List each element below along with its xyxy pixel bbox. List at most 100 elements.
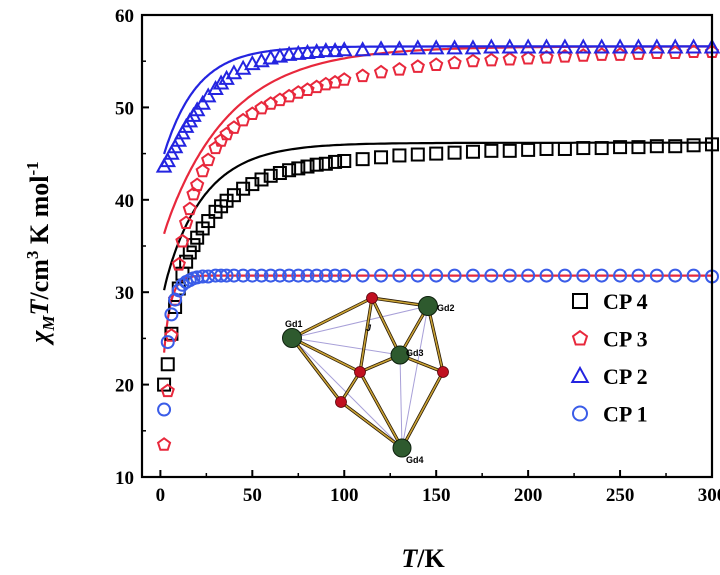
data-point	[429, 146, 444, 161]
data-point	[391, 40, 408, 56]
data-point	[613, 268, 628, 283]
y-axis-t: T	[25, 298, 54, 315]
data-point	[300, 159, 315, 174]
axes: 0 50 100 150 200 250 300 10 20 30 40 50 60	[115, 6, 720, 506]
legend-label: CP 2	[603, 364, 648, 389]
data-point	[236, 268, 251, 283]
data-point	[502, 51, 517, 66]
data-point	[666, 38, 684, 54]
data-point	[648, 38, 666, 54]
gd3-atom	[390, 345, 410, 365]
data-point	[668, 139, 683, 154]
data-point	[410, 147, 425, 162]
y-axis-sup-minus1: -1	[23, 161, 42, 175]
data-point	[519, 38, 537, 54]
data-point	[464, 39, 482, 55]
data-point	[254, 172, 269, 187]
data-point	[160, 383, 175, 398]
data-point	[630, 38, 647, 54]
data-point	[594, 268, 609, 283]
data-point	[576, 268, 591, 283]
data-point	[245, 177, 260, 192]
oxygen-atoms	[335, 292, 449, 408]
data-point	[335, 41, 353, 57]
x-tick-label: 200	[514, 485, 543, 506]
fit-curve-cp-4	[163, 141, 712, 291]
data-point	[427, 39, 445, 55]
legend-marker	[571, 329, 589, 346]
data-point	[374, 150, 389, 165]
data-point	[447, 55, 462, 70]
legend-item-cp-3: CP 3	[571, 327, 648, 352]
fit-curve-cp-1	[163, 274, 712, 353]
data-point	[686, 138, 701, 153]
data-point	[337, 153, 352, 168]
data-point	[194, 94, 211, 110]
data-point	[160, 357, 175, 372]
x-tick-label: 250	[606, 485, 635, 506]
data-point	[157, 402, 172, 417]
y-tick-label: 20	[115, 376, 134, 397]
legend-item-cp-4: CP 4	[572, 289, 648, 314]
legend-item-cp-2: CP 2	[570, 364, 648, 389]
data-point	[263, 168, 278, 183]
data-point	[410, 59, 425, 73]
data-point	[447, 268, 462, 283]
data-point	[631, 268, 646, 283]
data-point	[317, 42, 335, 58]
y-axis-unit: /cm	[25, 259, 54, 301]
data-point	[160, 335, 175, 350]
data-point	[272, 268, 287, 283]
series-cp-1	[157, 268, 719, 417]
y-axis-chi: χ	[25, 330, 54, 346]
gd4-cluster-inset: Gd1 Gd2 Gd3 Gd4 J	[282, 292, 455, 465]
data-point	[594, 141, 609, 156]
data-point	[465, 268, 480, 283]
gd-atoms	[282, 296, 438, 458]
data-point	[668, 268, 683, 283]
series-cp-3	[156, 44, 720, 451]
x-tick-label: 0	[156, 485, 166, 506]
data-point	[254, 268, 269, 283]
data-point	[392, 61, 407, 76]
data-point	[318, 156, 333, 171]
data-point	[484, 52, 499, 67]
data-point	[164, 328, 179, 342]
data-point	[539, 49, 554, 64]
x-axis-unit: /K	[416, 544, 445, 573]
inset-label-gd2: Gd2	[437, 303, 455, 313]
data-point	[611, 38, 629, 54]
data-point	[226, 268, 241, 283]
data-point	[195, 163, 210, 178]
legend-label: CP 4	[603, 289, 648, 314]
data-point	[539, 268, 554, 283]
gd2-atom	[418, 296, 438, 316]
data-point	[245, 268, 260, 283]
y-tick-label: 50	[115, 98, 134, 119]
data-point	[483, 38, 500, 54]
data-point	[538, 38, 555, 54]
x-tick-label: 100	[330, 485, 359, 506]
data-point	[557, 141, 572, 156]
inset-label-gd3: Gd3	[406, 348, 424, 358]
data-point	[429, 268, 444, 283]
data-point	[291, 85, 306, 99]
data-point	[373, 64, 389, 79]
y-axis-subscript: M	[39, 315, 58, 332]
inset-label-gd4: Gd4	[406, 455, 424, 465]
data-point	[299, 43, 316, 59]
data-point	[326, 42, 344, 58]
data-point	[576, 48, 591, 62]
data-point	[649, 139, 664, 154]
data-point	[484, 143, 499, 158]
legend-label: CP 3	[603, 327, 648, 352]
data-point	[291, 268, 306, 283]
bonds	[290, 296, 445, 450]
data-point	[465, 144, 480, 159]
data-point	[208, 140, 223, 155]
data-point	[501, 38, 519, 54]
data-point	[484, 268, 499, 283]
x-axis-title: T/K	[401, 544, 445, 573]
data-point	[156, 437, 172, 451]
